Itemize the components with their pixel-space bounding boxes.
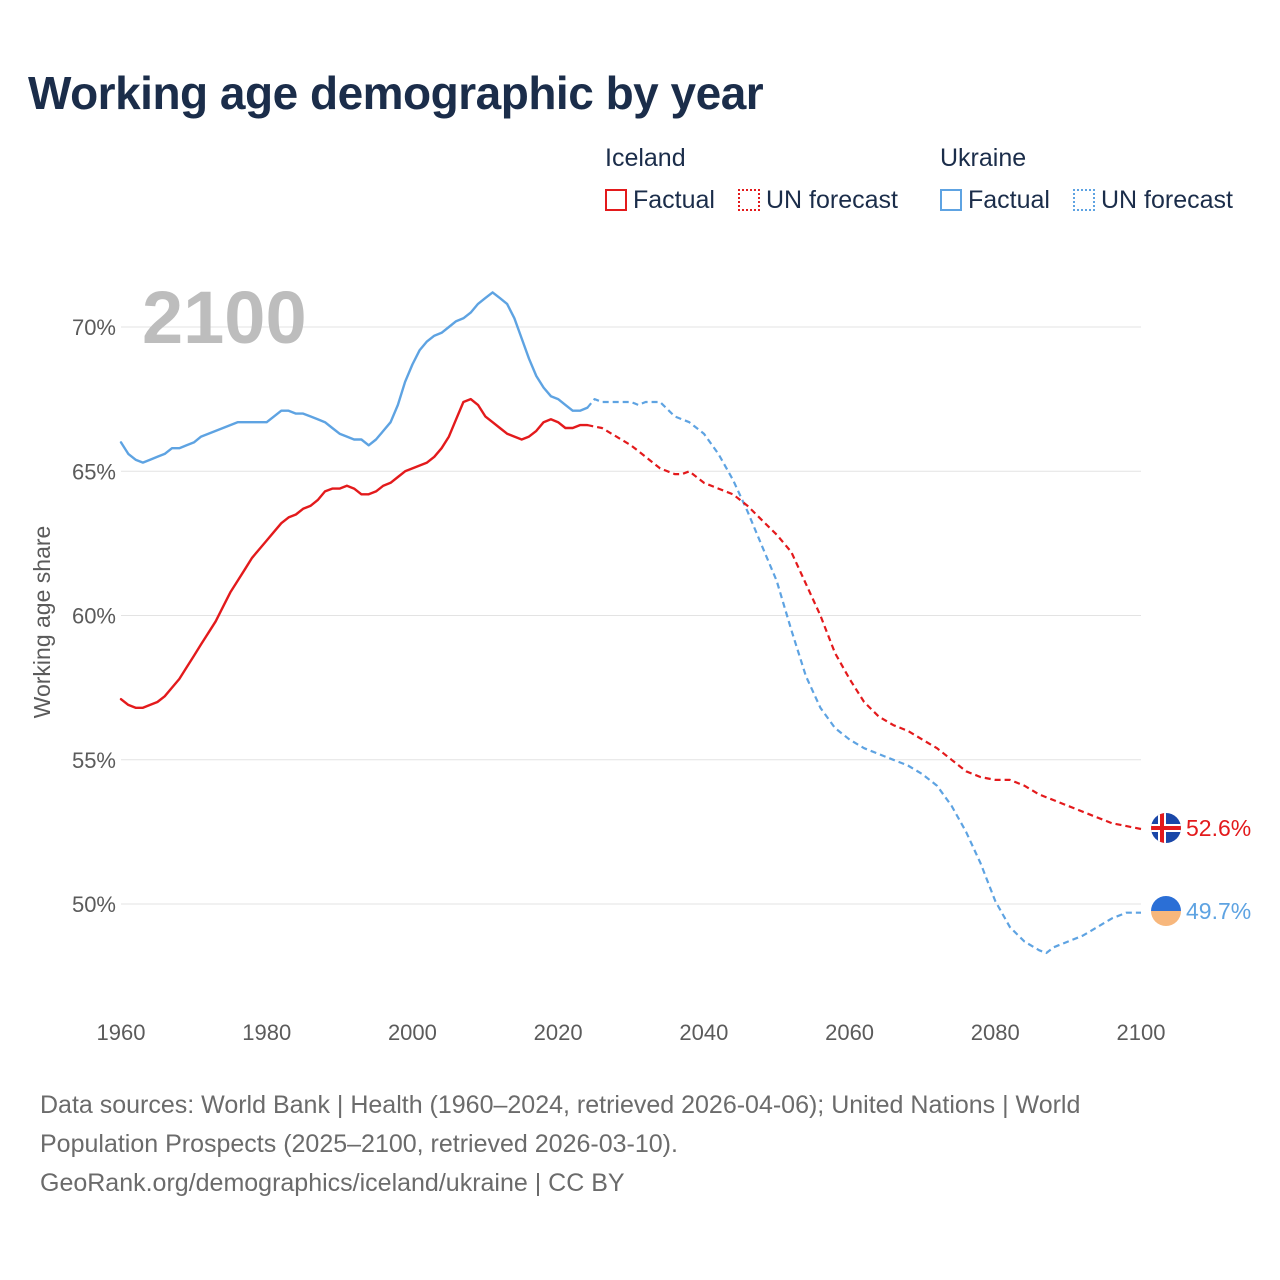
footer-attribution-link[interactable]: GeoRank.org/demographics/iceland/ukraine… [40,1169,625,1197]
end-label-ukraine: 49.7% [1186,898,1251,924]
legend-label: Factual [633,185,715,214]
legend-group-ukraine: Ukraine [940,144,1027,172]
legend-swatch-solid-icon [605,189,627,211]
x-tick-label: 2060 [825,1020,874,1045]
legend-label: UN forecast [766,185,898,214]
legend-swatch-solid-icon [940,189,962,211]
series-line-iceland-forecast[interactable] [587,424,1142,831]
series-line-ukraine-forecast[interactable] [586,398,1141,955]
footer-sources-line-2: Population Prospects (2025–2100, retriev… [40,1130,678,1158]
legend-item-iceland-forecast[interactable]: UN forecast [738,185,898,215]
y-tick-label: 70% [72,315,116,340]
end-label-iceland: 52.6% [1186,815,1251,841]
y-tick-label: 60% [72,604,116,629]
x-tick-label: 2000 [388,1020,437,1045]
legend-label: Factual [968,185,1050,214]
iceland-flag-icon [1151,813,1181,843]
y-tick-label: 50% [72,892,116,917]
legend-item-ukraine-factual[interactable]: Factual [940,185,1050,215]
x-tick-label: 1960 [97,1020,146,1045]
chart-title: Working age demographic by year [28,67,764,119]
x-tick-label: 2040 [679,1020,728,1045]
y-tick-label: 55% [72,748,116,773]
year-label: 2100 [142,276,307,359]
footer-sources-line-1: Data sources: World Bank | Health (1960–… [40,1091,1081,1119]
x-tick-label: 2100 [1117,1020,1166,1045]
footer: Data sources: World Bank | Health (1960–… [40,1086,1240,1203]
y-axis-title: Working age share [29,526,55,719]
legend-item-ukraine-forecast[interactable]: UN forecast [1073,185,1233,215]
legend-swatch-dotted-icon [738,189,760,211]
legend-swatch-dotted-icon [1073,189,1095,211]
legend-item-iceland-factual[interactable]: Factual [605,185,715,215]
x-tick-label: 1980 [242,1020,291,1045]
series-line-ukraine-factual[interactable] [119,291,589,464]
y-tick-label: 65% [72,459,116,484]
legend-label: UN forecast [1101,185,1233,214]
x-tick-label: 2080 [971,1020,1020,1045]
line-chart: 50% 55% 60% 65% 70% 1960 1980 2000 2020 2040 2060… [29,276,1251,1045]
ukraine-flag-icon [1151,896,1181,926]
legend-group-iceland: Iceland [605,144,686,172]
x-tick-label: 2020 [534,1020,583,1045]
series-line-iceland-factual[interactable] [119,397,589,709]
